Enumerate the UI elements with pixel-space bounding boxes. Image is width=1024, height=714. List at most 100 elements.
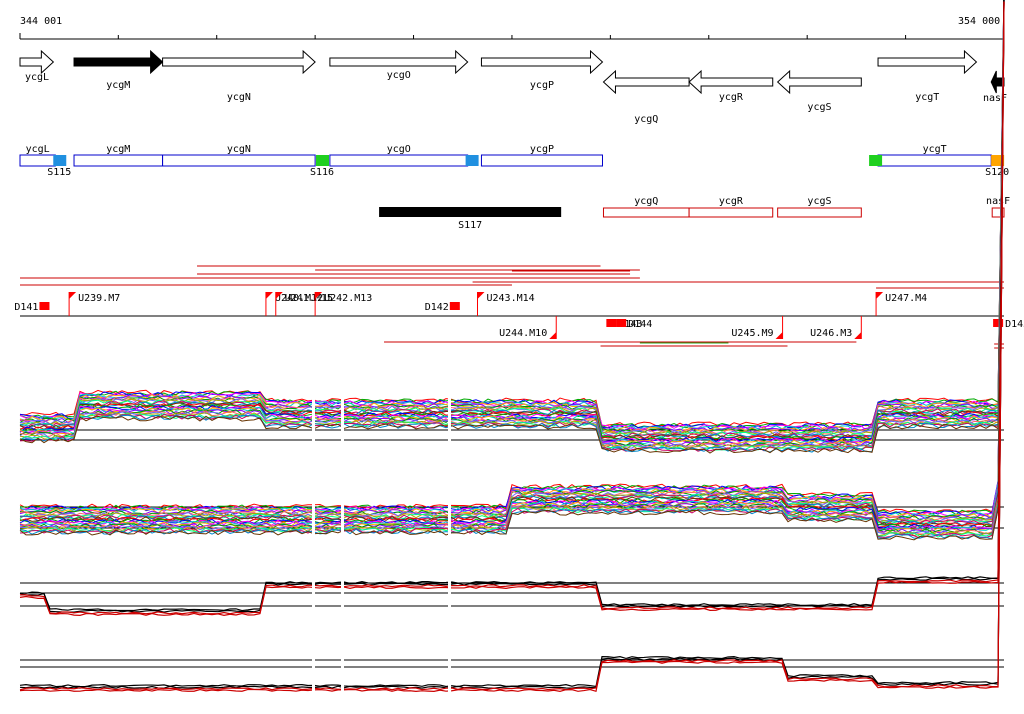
expression-trace (19, 3, 1005, 445)
expression-trace (19, 9, 1005, 536)
transcript-label-ycgS: ycgS (807, 196, 831, 207)
expression-trace (19, 5, 1005, 449)
gene-label-ycgR: ycgR (719, 92, 744, 103)
gene-arrow-ycgQ (602, 69, 690, 95)
gene-label-ycgO: ycgO (387, 70, 411, 81)
expression-trace (19, 7, 1005, 448)
site-label-S116: S116 (310, 167, 334, 178)
expression-trace (19, 0, 1005, 433)
marker-label-D145: D145 (1005, 319, 1024, 330)
expression-trace (19, 4, 1005, 532)
gene-arrow-ycgP (480, 49, 604, 75)
block-track: S117 (379, 207, 562, 231)
expression-panel-4 (19, 0, 1005, 700)
marker-label-U246.M3: U246.M3 (810, 328, 852, 339)
marker-flag-U245.M9 (775, 332, 783, 339)
expression-trace (19, 1, 1005, 615)
expression-trace (19, 13, 1005, 541)
expression-trace (19, 13, 1005, 540)
marker-flag-U239.M7 (69, 292, 77, 299)
site-track: S115 S116 S120 (47, 155, 1009, 178)
track-gap (341, 395, 344, 465)
transcript-label-ycgP: ycgP (530, 144, 554, 155)
expression-trace (19, 0, 1005, 612)
expression-trace (19, 7, 1005, 538)
marker-flag-U243.M14 (477, 292, 485, 299)
transcript-label-ycgQ: ycgQ (634, 196, 658, 207)
transcript-label-ycgR: ycgR (719, 196, 744, 207)
marker-label-U240.M12: U240.M12 (275, 293, 323, 304)
site-box-S120 (991, 155, 1005, 166)
site-box-S116 (316, 155, 330, 166)
track-gap (448, 480, 451, 550)
gene-arrow-ycgM (73, 49, 164, 75)
site-label-S115: S115 (47, 167, 71, 178)
track-gap (341, 480, 344, 550)
expression-trace (19, 1, 1005, 691)
block-S117 (379, 207, 562, 217)
expression-trace (19, 7, 1005, 537)
transcript-box-ycgM (73, 154, 164, 167)
expression-trace (19, 0, 1005, 521)
expression-trace (19, 4, 1005, 447)
marker-flag-U242.M13 (315, 292, 323, 299)
expression-trace (19, 1, 1005, 693)
gene-label-ycgL: ycgL (25, 72, 49, 83)
expression-trace (19, 0, 1005, 524)
transcript-box-ycgQ (602, 207, 690, 218)
gene-label-ycgT: ycgT (915, 92, 939, 103)
expression-trace (19, 0, 1005, 434)
marker-flag-U240.M12 (265, 292, 273, 299)
expression-trace (19, 9, 1005, 451)
expression-trace (19, 0, 1005, 436)
marker-label-D143: D143 (618, 319, 642, 330)
gene-arrow-ycgO (329, 49, 469, 75)
marker-flag-U246.M3 (854, 332, 862, 339)
expression-trace (19, 8, 1005, 450)
marker-label-U245.M9: U245.M9 (731, 328, 773, 339)
track-gap (312, 565, 315, 615)
marker-label-D144: D144 (628, 319, 652, 330)
expression-panels (19, 0, 1005, 700)
marker-label-U242.M13: U242.M13 (324, 293, 372, 304)
gene-arrow-ycgR (688, 69, 774, 95)
expression-trace (19, 0, 1005, 431)
marker-box-D141 (39, 302, 50, 310)
expression-trace (19, 6, 1005, 446)
transcript-label-ycgT: ycgT (923, 144, 947, 155)
expression-panel-1 (19, 0, 1005, 465)
transcript-label-ycgN: ycgN (227, 144, 251, 155)
block-label-S117: S117 (458, 220, 482, 231)
expression-panel-2 (19, 0, 1005, 550)
marker-label-D141: D141 (14, 302, 38, 313)
expression-trace (19, 0, 1005, 439)
expression-trace (19, 2, 1005, 443)
transcript-box-ycgL (19, 154, 56, 167)
transcript-box-ycgT (877, 154, 992, 167)
marker-box-D144 (616, 319, 627, 327)
gene-label-ycgS: ycgS (807, 102, 831, 113)
expression-trace (19, 6, 1005, 535)
ruler-end-label: 354 000 (958, 16, 1000, 27)
gene-label-ycgN: ycgN (227, 92, 251, 103)
ruler-start-label: 344 001 (20, 16, 62, 27)
track-gap (312, 395, 315, 465)
transcript-box-ycgO (329, 154, 469, 167)
marker-box-D145 (993, 319, 1004, 327)
marker-label-D142: D142 (425, 302, 449, 313)
read-lines-track (20, 265, 1004, 349)
marker-flag-U241.M15 (275, 292, 283, 299)
transcript-label-ycgO: ycgO (387, 144, 411, 155)
track-gap (448, 565, 451, 615)
expression-trace (19, 0, 1005, 613)
transcript-label-ycgM: ycgM (106, 144, 130, 155)
transcript-box-nasF (991, 207, 1005, 218)
marker-box-D142 (449, 302, 460, 310)
expression-trace (19, 2, 1005, 444)
track-gap (312, 650, 315, 700)
marker-label-U239.M7: U239.M7 (78, 293, 120, 304)
gene-label-ycgQ: ycgQ (634, 114, 658, 125)
marker-flag-U247.M4 (876, 292, 884, 299)
expression-trace (19, 0, 1005, 430)
